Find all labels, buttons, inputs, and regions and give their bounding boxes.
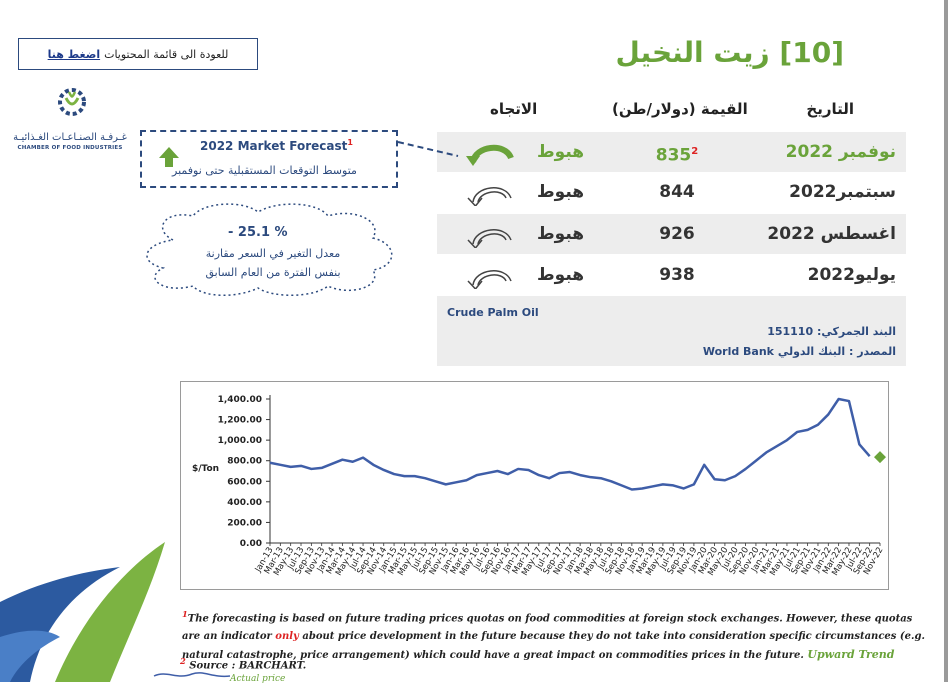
down-curve-arrow-icon <box>467 270 512 289</box>
market-forecast-box <box>140 130 398 188</box>
y-tick-label: 600.00 <box>227 477 262 487</box>
value-column-header: القيمة (دولار/طن) <box>612 100 748 118</box>
price-change-caption-2: بنفس الفترة من العام السابق <box>205 266 341 279</box>
table-footer-block <box>437 296 906 366</box>
row-date: نوفمبر 2022 <box>785 142 896 162</box>
click-here-link[interactable]: اضغط هنا <box>47 47 101 61</box>
commodity-label: Crude Palm Oil <box>447 306 539 319</box>
y-tick-label: 0.00 <box>240 539 262 549</box>
price-change-caption-1: معدل التغير في السعر مقارنة <box>205 247 341 260</box>
back-link-text: للعودة الى قائمة المحتويات <box>104 47 229 61</box>
logo-english-text: CHAMBER OF FOOD INDUSTRIES <box>17 145 123 151</box>
actual-price-legend: Actual price <box>230 674 286 684</box>
row-direction: هبوط <box>537 265 585 285</box>
row-value: 844 <box>659 182 695 202</box>
forecast-point <box>874 451 886 464</box>
row-direction: هبوط <box>537 224 585 244</box>
row-date: اغسطس 2022 <box>767 224 896 244</box>
logo-arabic-text: غـرفـة الصنـاعـات الغـذائيـة <box>13 132 127 143</box>
direction-column-header: الاتجاه <box>490 100 538 118</box>
table-row: سبتمبر2022 844 هبوط <box>437 172 906 212</box>
row-direction: هبوط <box>537 182 585 202</box>
actual-price-legend-line <box>153 672 231 678</box>
row-value: 8352 <box>655 145 699 166</box>
down-curve-arrow-icon <box>467 187 512 206</box>
y-tick-label: 400.00 <box>227 498 262 508</box>
price-change-percent: - 25.1 % <box>228 225 288 240</box>
date-column-header: التاريخ <box>806 100 854 118</box>
table-row: نوفمبر 2022 8352 هبوط <box>437 132 906 172</box>
y-axis-label: $/Ton <box>192 464 219 474</box>
forecast-subtitle: متوسط التوقعات المستقبلية حتى نوفمبر <box>172 164 357 177</box>
price-line-chart: 0.00 200.00 400.00 600.00 800.00 1,000.00 1,20… <box>192 395 886 578</box>
down-curve-arrow-filled-icon <box>466 145 514 166</box>
chamber-logo-icon <box>58 88 86 116</box>
forecast-footnote: 1The forecasting is based on future trad… <box>182 609 925 662</box>
y-tick-label: 800.00 <box>227 457 262 467</box>
row-value: 938 <box>659 265 695 285</box>
forecast-connector-line <box>397 141 459 157</box>
back-to-contents-link[interactable]: للعودة الى قائمة المحتويات اضغط هنا <box>18 38 258 70</box>
row-date: يوليو2022 <box>807 265 896 285</box>
down-curve-arrow-icon <box>467 229 512 248</box>
row-value: 926 <box>659 224 695 244</box>
source-footnote: 2 Source : BARCHART. <box>180 656 307 672</box>
forecast-title: 2022 Market Forecast1 <box>200 138 353 153</box>
decorative-leaf-shape <box>0 542 165 682</box>
cloud-callout-shape <box>146 203 393 296</box>
data-source: المصدر : البنك الدولي World Bank <box>702 345 896 358</box>
y-tick-label: 200.00 <box>227 518 262 528</box>
y-tick-label: 1,000.00 <box>218 436 262 446</box>
chart-frame <box>180 381 889 590</box>
table-row: اغسطس 2022 926 هبوط <box>437 214 906 254</box>
table-row: يوليو2022 938 هبوط <box>437 255 906 295</box>
page-title: [10] زيت النخيل <box>615 36 844 69</box>
row-direction: هبوط <box>537 142 585 162</box>
row-date: سبتمبر2022 <box>789 182 896 202</box>
customs-code: البند الجمركي: 151110 <box>767 325 896 338</box>
price-series-line <box>269 397 871 491</box>
y-tick-label: 1,200.00 <box>218 416 262 426</box>
up-arrow-icon <box>159 147 179 167</box>
y-tick-label: 1,400.00 <box>218 395 262 405</box>
right-edge-divider <box>944 0 948 682</box>
